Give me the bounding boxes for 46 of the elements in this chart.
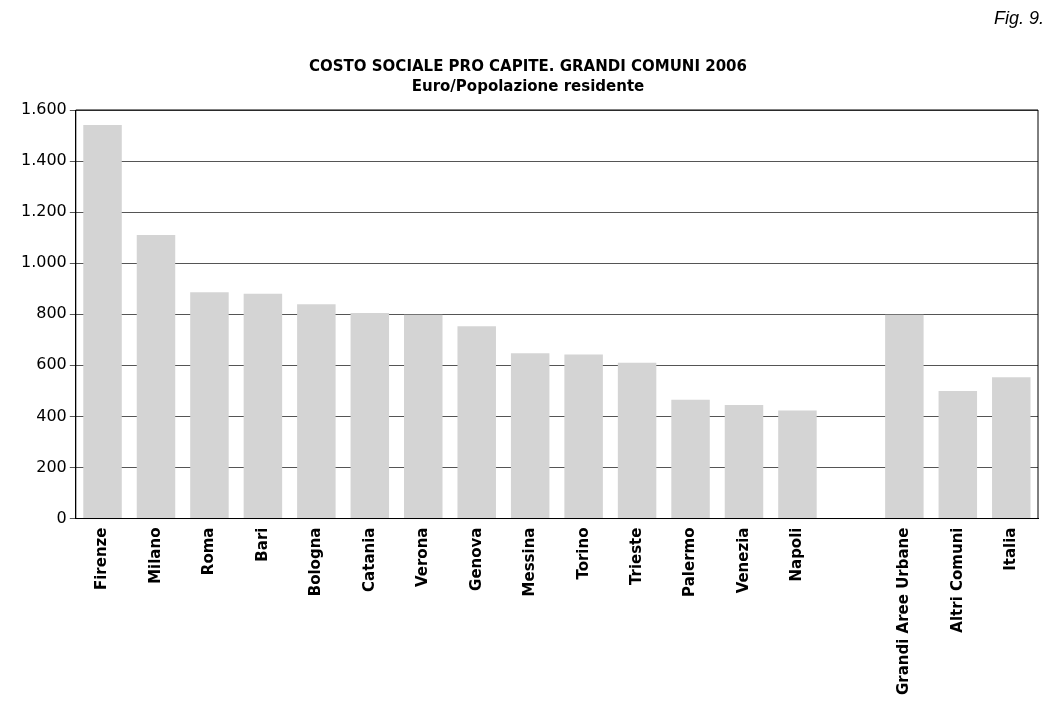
x-tick-label: Roma <box>199 527 218 576</box>
bar <box>510 353 550 519</box>
y-tick-label: 400 <box>36 405 67 425</box>
bar <box>457 326 496 519</box>
bar <box>190 292 229 519</box>
x-tick-label: Bologna <box>306 527 325 597</box>
bar <box>83 125 122 519</box>
chart-title: COSTO SOCIALE PRO CAPITE. GRANDI COMUNI 2006 <box>309 56 747 75</box>
y-tick-label: 1.400 <box>20 150 67 170</box>
x-tick-label: Firenze <box>92 527 111 591</box>
y-tick-label: 1.600 <box>20 99 67 119</box>
y-tick-label: 0 <box>56 507 67 527</box>
y-tick-label: 1.000 <box>20 252 67 272</box>
bar <box>885 314 924 519</box>
y-tick-label: 800 <box>36 303 67 323</box>
x-tick-label: Catania <box>359 527 378 592</box>
caption: Fig. 9. <box>993 8 1044 29</box>
x-tick-label: Milano <box>145 527 164 584</box>
bar <box>564 354 603 519</box>
x-tick-label: Messina <box>520 527 539 597</box>
bar <box>297 304 336 519</box>
bar <box>404 314 443 519</box>
y-tick-label: 600 <box>36 354 67 374</box>
x-tick-label: Venezia <box>733 527 752 594</box>
bar <box>243 293 283 519</box>
bar <box>350 312 390 519</box>
x-tick-label: Grandi Aree Urbane <box>894 527 913 696</box>
y-tick-label: 200 <box>36 456 67 476</box>
bar <box>617 362 657 519</box>
x-tick-label: Trieste <box>626 527 645 586</box>
bar <box>992 377 1031 519</box>
x-tick-label: Napoli <box>787 527 806 582</box>
x-tick-label: Genova <box>466 527 485 591</box>
bar <box>136 235 176 519</box>
chart-subtitle: Euro/Popolazione residente <box>411 76 645 95</box>
x-tick-label: Altri Comuni <box>947 527 966 633</box>
x-tick-label: Torino <box>573 527 592 580</box>
bar <box>778 410 817 519</box>
bar <box>938 391 978 519</box>
bar <box>671 399 710 519</box>
x-tick-label: Palermo <box>680 527 699 597</box>
x-tick-label: Verona <box>413 527 432 587</box>
x-tick-label: Bari <box>252 527 271 562</box>
bar <box>724 404 764 519</box>
x-tick-label: Italia <box>1001 527 1020 571</box>
y-tick-label: 1.200 <box>20 201 67 221</box>
